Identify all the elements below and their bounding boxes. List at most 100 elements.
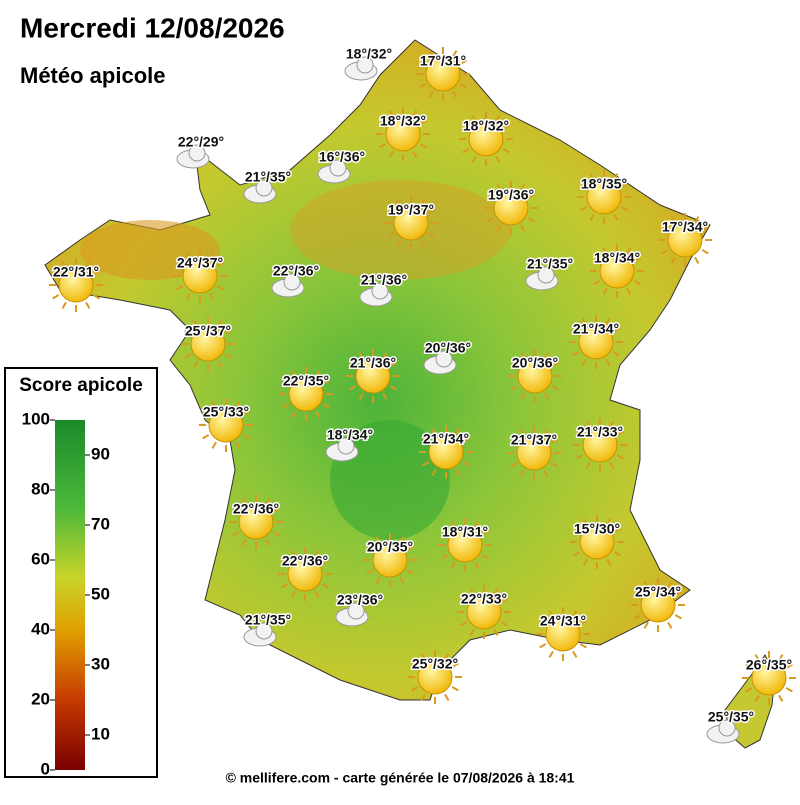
sun-ray	[272, 507, 280, 513]
sun-ray	[314, 550, 320, 558]
sun-ray	[387, 208, 395, 214]
station: 17°/34°	[658, 213, 712, 267]
sun-ray	[193, 360, 199, 368]
cloud-icon	[329, 159, 347, 177]
station: 21°/35°	[243, 167, 293, 204]
sun-icon	[288, 376, 324, 412]
sun-ray	[211, 401, 217, 409]
station: 22°/33°	[457, 585, 511, 639]
sun-ray	[581, 358, 587, 366]
sun-ray	[459, 59, 467, 65]
sun-ray	[358, 392, 364, 400]
sun-ray	[419, 83, 427, 89]
sun-ray	[420, 239, 426, 247]
sun-ray	[235, 401, 241, 409]
sun-ray	[544, 392, 550, 400]
sun-ray	[613, 527, 621, 533]
sun-ray	[612, 351, 620, 357]
sun-ray	[602, 247, 608, 255]
sun-ray	[315, 410, 321, 418]
sun-icon	[287, 556, 323, 592]
sun-ray	[612, 327, 620, 333]
sun-ray	[572, 327, 580, 333]
sun-ray	[511, 385, 519, 391]
sun-ray	[674, 590, 682, 596]
sun-ray	[460, 597, 468, 603]
sun-ray	[176, 261, 184, 267]
sun-ray	[52, 294, 60, 300]
sun-ray	[495, 155, 501, 163]
cloud-icon	[255, 179, 273, 197]
sun-ray	[487, 217, 495, 223]
legend-tick-label: 10	[91, 724, 110, 743]
sun-ray	[785, 687, 793, 693]
sun-ray	[487, 193, 495, 199]
sun-ray	[399, 536, 405, 544]
sun-ray	[185, 252, 191, 260]
sun-ray	[382, 352, 388, 360]
cloud-icon	[255, 622, 273, 640]
sun-icon	[667, 222, 703, 258]
sun-ray	[579, 643, 587, 649]
station-label: 21°/35°	[527, 256, 573, 272]
sun-ray	[462, 124, 470, 130]
sun-ray	[754, 654, 760, 662]
sun-ray	[633, 256, 641, 262]
legend-tick-label: 40	[31, 619, 50, 638]
sun-ray	[613, 173, 619, 181]
sun-ray	[481, 530, 489, 536]
sun-ray	[322, 403, 330, 409]
station-label: 25°/32°	[412, 656, 458, 672]
sun-ray	[670, 256, 676, 264]
station-label: 19°/37°	[388, 202, 434, 218]
sun-ray	[589, 213, 595, 221]
sun-ray	[543, 469, 549, 477]
sun-ray	[548, 650, 554, 658]
sun-ray	[550, 438, 558, 444]
station-label: 20°/36°	[512, 355, 558, 371]
sun-ray	[375, 576, 381, 584]
footer: © mellifere.com - carte générée le 07/08…	[226, 770, 575, 786]
sun-ray	[185, 292, 191, 300]
sun-ray	[281, 583, 289, 589]
sun-icon	[517, 358, 553, 394]
sun-ray	[411, 686, 419, 692]
station-label: 18°/31°	[442, 524, 488, 540]
station: 18°/32°	[344, 44, 394, 81]
station: 21°/36°	[346, 349, 400, 403]
sun-ray	[452, 90, 458, 98]
sun-ray	[544, 352, 550, 360]
sun-icon	[751, 660, 787, 696]
sun-ray	[519, 429, 525, 437]
sun-ray	[282, 379, 290, 385]
sun-ray	[585, 461, 591, 469]
sun-ray	[396, 199, 402, 207]
station: 24°/31°	[536, 607, 590, 661]
sun-ray	[349, 361, 357, 367]
station-label: 24°/37°	[177, 255, 223, 271]
legend-tick-label: 0	[41, 759, 50, 778]
sun-icon	[190, 326, 226, 362]
sun-ray	[670, 216, 676, 224]
station-label: 20°/35°	[367, 539, 413, 555]
sun-ray	[52, 270, 60, 276]
sun-ray	[496, 184, 502, 192]
station-label: 23°/36°	[337, 592, 383, 608]
station: 25°/35°	[706, 707, 756, 744]
sun-ray	[643, 621, 649, 629]
sun-icon	[417, 659, 453, 695]
station: 22°/36°	[278, 547, 332, 601]
station: 20°/36°	[508, 349, 562, 403]
sun-ray	[209, 252, 215, 260]
sun-ray	[176, 285, 184, 291]
station: 21°/34°	[419, 425, 473, 479]
station: 22°/36°	[229, 495, 283, 549]
sun-ray	[349, 385, 357, 391]
sun-ray	[412, 110, 418, 118]
sun-ray	[519, 469, 525, 477]
sun-ray	[420, 199, 426, 207]
sun-ray	[620, 182, 628, 188]
station: 21°/34°	[569, 315, 623, 369]
sun-ray	[613, 551, 621, 557]
sun-ray	[511, 361, 519, 367]
